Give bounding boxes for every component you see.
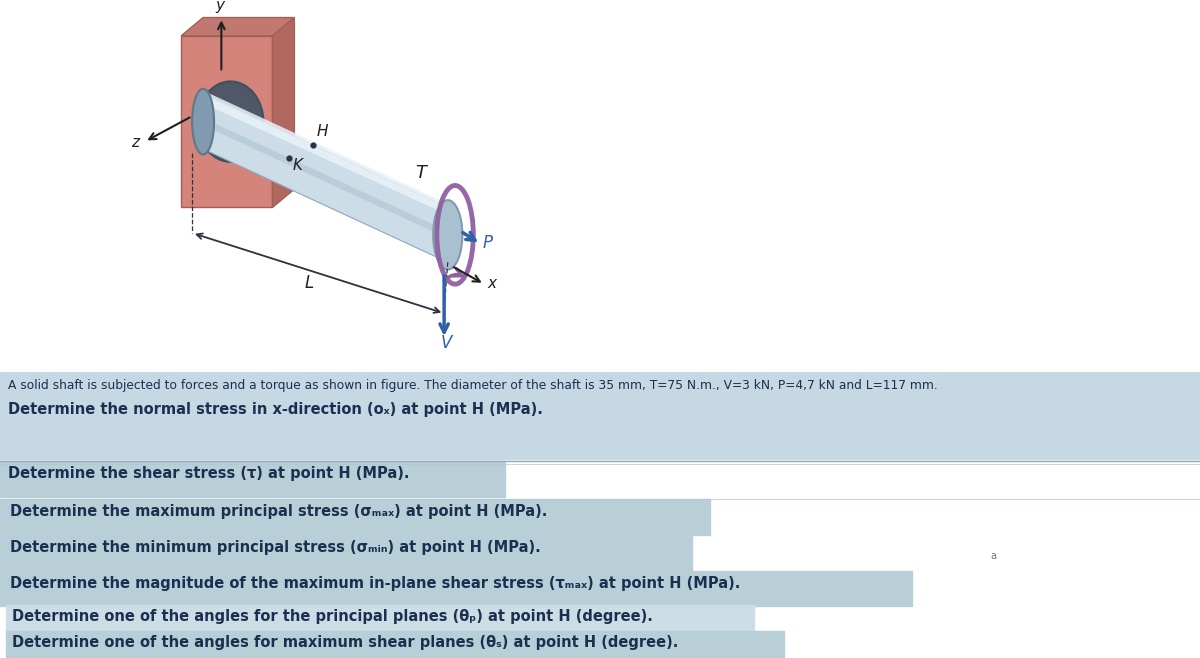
Text: T: T [415,164,426,182]
Text: H: H [317,124,329,139]
Text: Determine one of the angles for the principal planes (θₚ) at point H (degree).: Determine one of the angles for the prin… [12,609,653,624]
Polygon shape [203,91,448,215]
Polygon shape [272,18,294,207]
Text: y: y [215,0,224,13]
Bar [6,605,754,631]
Text: Determine one of the angles for maximum shear planes (θₛ) at point H (degree).: Determine one of the angles for maximum … [12,635,678,650]
Text: Determine the maximum principal stress (σₘₐₓ) at point H (MPa).: Determine the maximum principal stress (… [10,504,547,519]
Text: z: z [132,135,139,150]
Bar [0,570,912,606]
Bar [6,631,784,657]
Text: a: a [990,551,996,561]
Ellipse shape [192,89,214,155]
Text: K: K [293,159,302,173]
Bar [0,372,1200,459]
Text: P: P [482,234,492,251]
Bar [0,535,692,570]
Polygon shape [203,118,448,238]
Polygon shape [203,94,448,262]
Text: Determine the minimum principal stress (σₘᵢₙ) at point H (MPa).: Determine the minimum principal stress (… [10,540,541,555]
Text: Determine the normal stress in x-direction (oₓ) at point H (MPa).: Determine the normal stress in x-directi… [8,401,542,417]
Polygon shape [181,18,294,36]
Bar [0,499,710,535]
Polygon shape [181,36,272,207]
Ellipse shape [198,82,263,162]
Text: L: L [305,274,313,291]
Text: V: V [440,334,451,352]
Ellipse shape [433,200,462,270]
Bar [0,461,505,497]
Text: A solid shaft is subjected to forces and a torque as shown in figure. The diamet: A solid shaft is subjected to forces and… [8,379,937,392]
Text: Determine the magnitude of the maximum in-plane shear stress (τₘₐₓ) at point H (: Determine the magnitude of the maximum i… [10,576,740,590]
Text: x: x [487,276,496,291]
Text: Determine the shear stress (τ) at point H (MPa).: Determine the shear stress (τ) at point … [8,466,409,481]
